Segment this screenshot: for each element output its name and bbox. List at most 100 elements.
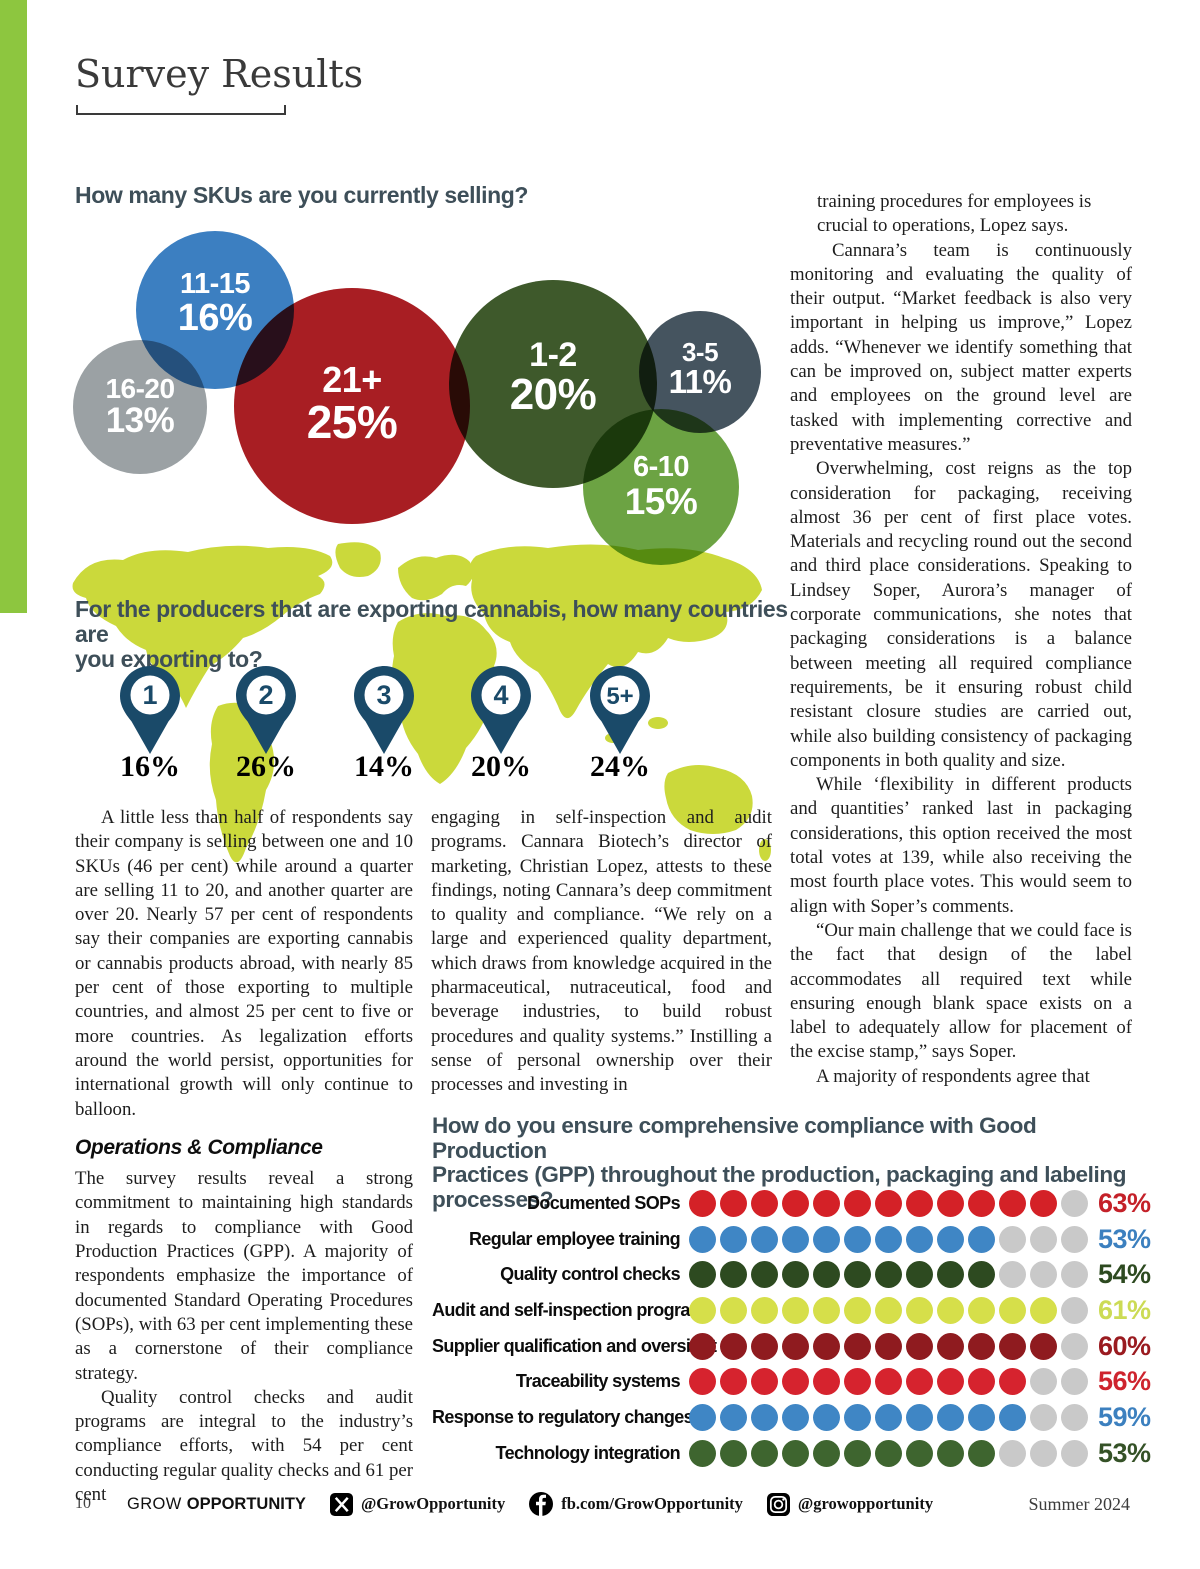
dot [1030, 1225, 1057, 1253]
bubble-percent-value: 11% [668, 363, 732, 401]
dot [968, 1225, 995, 1253]
decorative-side-bar [0, 0, 27, 613]
dot [720, 1404, 747, 1432]
map-pin-value: 20% [471, 750, 531, 783]
dot-row-dots [689, 1261, 1088, 1289]
dot [751, 1297, 778, 1325]
dot [906, 1225, 933, 1253]
bubble-label-6-10: 6-10 15% [583, 409, 739, 565]
map-pin-icon: 3 [354, 666, 414, 754]
dot [751, 1404, 778, 1432]
dot [906, 1332, 933, 1360]
x-icon [329, 1492, 353, 1516]
dot [999, 1404, 1026, 1432]
brand-bold: OPPORTUNITY [186, 1494, 306, 1513]
dot-row-value: 54% [1098, 1259, 1151, 1290]
dot-row-dots [689, 1404, 1088, 1432]
dot-row-label: Quality control checks [500, 1264, 680, 1285]
gpp-dot-chart: Documented SOPs 63% Regular employee train… [432, 1188, 1152, 1476]
page-number: 10 [75, 1495, 91, 1512]
dot-row-dots [689, 1332, 1088, 1360]
dot [813, 1261, 840, 1289]
dot [782, 1368, 809, 1396]
dot [751, 1439, 778, 1467]
section-heading: Operations & Compliance [75, 1135, 323, 1159]
dot [844, 1261, 871, 1289]
dot [689, 1404, 716, 1432]
question-gpp: How do you ensure comprehensive complian… [432, 1113, 1152, 1212]
dot [906, 1261, 933, 1289]
article-column-left: A little less than half of respondents s… [75, 806, 413, 1507]
title-underline [76, 105, 286, 115]
dot [782, 1404, 809, 1432]
dot-row: Audit and self-inspection programs 61% [432, 1295, 1151, 1325]
dot [751, 1190, 778, 1217]
dot [968, 1368, 995, 1396]
dot [875, 1332, 902, 1360]
dot [782, 1225, 809, 1253]
dot-row-dots [689, 1297, 1088, 1325]
question-exporting-line1: For the producers that are exporting can… [75, 596, 788, 647]
dot [720, 1332, 747, 1360]
bubble-label-1-2: 1-2 20% [449, 274, 657, 482]
dot [937, 1190, 964, 1217]
dot [844, 1225, 871, 1253]
dot [968, 1297, 995, 1325]
map-pin-icon: 5+ [590, 666, 650, 754]
article-paragraph: Overwhelming, cost reigns as the top con… [790, 458, 1132, 771]
dot [1061, 1332, 1088, 1360]
bubble-6-10 [583, 409, 739, 565]
dot [906, 1439, 933, 1467]
article-paragraph: The survey results reveal a strong commi… [75, 1168, 413, 1384]
dot [875, 1190, 902, 1217]
dot [999, 1261, 1026, 1289]
dot [999, 1368, 1026, 1396]
dot [906, 1190, 933, 1217]
dot [689, 1225, 716, 1253]
bubble-label-16-20: 16-20 13% [73, 340, 207, 474]
dot [689, 1368, 716, 1396]
dot [782, 1332, 809, 1360]
dot-row-value: 56% [1098, 1366, 1151, 1397]
dot [844, 1439, 871, 1467]
dot [844, 1368, 871, 1396]
bubble-21+ [234, 288, 470, 524]
dot [906, 1297, 933, 1325]
dot [782, 1261, 809, 1289]
dot [906, 1368, 933, 1396]
dot [720, 1297, 747, 1325]
dot [689, 1439, 716, 1467]
dot [813, 1332, 840, 1360]
dot-row: Technology integration 53% [432, 1438, 1152, 1468]
dot [875, 1439, 902, 1467]
dot [937, 1297, 964, 1325]
dot [999, 1297, 1026, 1325]
dot [813, 1368, 840, 1396]
dot [689, 1332, 716, 1360]
dot [937, 1439, 964, 1467]
svg-text:3: 3 [376, 680, 391, 710]
dot [751, 1261, 778, 1289]
svg-text:5+: 5+ [606, 683, 633, 710]
dot [999, 1225, 1026, 1253]
dot [813, 1439, 840, 1467]
dot [720, 1261, 747, 1289]
dot [875, 1225, 902, 1253]
dot [937, 1225, 964, 1253]
bubble-16-20 [73, 340, 207, 474]
bubble-percent-value: 25% [306, 395, 398, 448]
dot [689, 1261, 716, 1289]
bubble-label-21+: 21+ 25% [234, 286, 470, 522]
question-skus: How many SKUs are you currently selling? [75, 182, 529, 208]
dot [875, 1368, 902, 1396]
issue-date: Summer 2024 [1028, 1493, 1131, 1514]
page-footer: 10 GROW OPPORTUNITY @GrowOpportunity fb.… [75, 1491, 1130, 1517]
dot-row-label: Documented SOPs [526, 1193, 681, 1213]
dot-row: Quality control checks 54% [432, 1259, 1151, 1290]
bubble-label-11-15: 11-15 16% [136, 225, 294, 383]
dot-row: Traceability systems 56% [432, 1366, 1151, 1397]
article-paragraph: A little less than half of respondents s… [75, 807, 413, 1120]
article-paragraph: Cannara’s team is continuously monitorin… [790, 239, 1132, 455]
dot [999, 1332, 1026, 1360]
